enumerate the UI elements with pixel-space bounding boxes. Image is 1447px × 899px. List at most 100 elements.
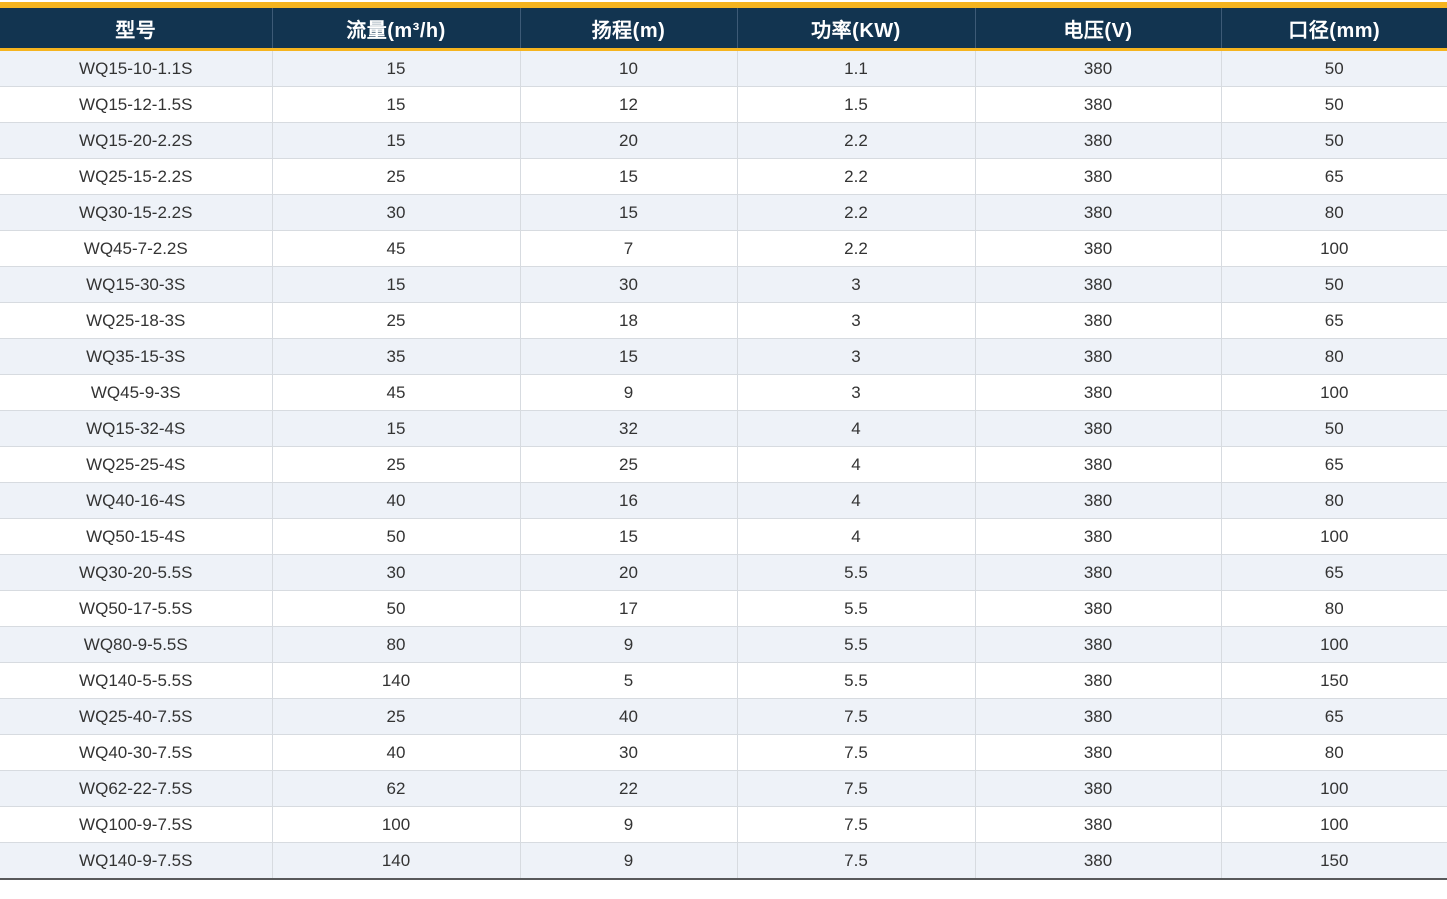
- value-cell: 380: [974, 122, 1221, 159]
- table-row: WQ15-32-4S 15 32 4 380 50: [0, 410, 1447, 447]
- value-cell: 25: [271, 446, 520, 483]
- value-cell: 380: [974, 554, 1221, 591]
- value-cell: 50: [1220, 86, 1447, 123]
- value-cell: 65: [1220, 446, 1447, 483]
- value-cell: 2.2: [736, 230, 975, 267]
- value-cell: 65: [1220, 554, 1447, 591]
- value-cell: 380: [974, 482, 1221, 519]
- table-row: WQ62-22-7.5S 62 22 7.5 380 100: [0, 770, 1447, 807]
- value-cell: 380: [974, 86, 1221, 123]
- model-cell: WQ45-9-3S: [0, 374, 272, 411]
- value-cell: 380: [974, 410, 1221, 447]
- value-cell: 25: [271, 302, 520, 339]
- value-cell: 7: [519, 230, 737, 267]
- value-cell: 50: [271, 518, 520, 555]
- value-cell: 30: [519, 734, 737, 771]
- column-header: 扬程(m): [519, 8, 737, 51]
- value-cell: 15: [271, 410, 520, 447]
- model-cell: WQ62-22-7.5S: [0, 770, 272, 807]
- value-cell: 15: [271, 122, 520, 159]
- value-cell: 2.2: [736, 122, 975, 159]
- value-cell: 380: [974, 158, 1221, 195]
- value-cell: 10: [519, 49, 737, 87]
- value-cell: 9: [519, 374, 737, 411]
- table-row: WQ15-12-1.5S 15 12 1.5 380 50: [0, 86, 1447, 123]
- value-cell: 17: [519, 590, 737, 627]
- value-cell: 50: [271, 590, 520, 627]
- value-cell: 62: [271, 770, 520, 807]
- table-row: WQ30-20-5.5S 30 20 5.5 380 65: [0, 554, 1447, 591]
- value-cell: 15: [271, 86, 520, 123]
- value-cell: 380: [974, 194, 1221, 231]
- model-cell: WQ100-9-7.5S: [0, 806, 272, 843]
- value-cell: 380: [974, 842, 1221, 879]
- value-cell: 50: [1220, 410, 1447, 447]
- value-cell: 7.5: [736, 698, 975, 735]
- value-cell: 1.5: [736, 86, 975, 123]
- value-cell: 45: [271, 374, 520, 411]
- model-cell: WQ15-12-1.5S: [0, 86, 272, 123]
- value-cell: 65: [1220, 698, 1447, 735]
- table-row: WQ45-9-3S 45 9 3 380 100: [0, 374, 1447, 411]
- value-cell: 20: [519, 554, 737, 591]
- model-cell: WQ50-15-4S: [0, 518, 272, 555]
- model-cell: WQ15-30-3S: [0, 266, 272, 303]
- value-cell: 100: [1220, 770, 1447, 807]
- value-cell: 15: [519, 194, 737, 231]
- value-cell: 2.2: [736, 194, 975, 231]
- value-cell: 100: [271, 806, 520, 843]
- value-cell: 5.5: [736, 662, 975, 699]
- model-cell: WQ45-7-2.2S: [0, 230, 272, 267]
- model-cell: WQ25-40-7.5S: [0, 698, 272, 735]
- table-header: 型号 流量(m³/h) 扬程(m) 功率(KW) 电压(V) 口径(mm): [0, 8, 1447, 51]
- value-cell: 380: [974, 302, 1221, 339]
- value-cell: 15: [519, 338, 737, 375]
- table-row: WQ40-16-4S 40 16 4 380 80: [0, 482, 1447, 519]
- value-cell: 5.5: [736, 590, 975, 627]
- model-cell: WQ140-9-7.5S: [0, 842, 272, 879]
- value-cell: 7.5: [736, 842, 975, 879]
- value-cell: 380: [974, 338, 1221, 375]
- column-header: 电压(V): [974, 8, 1221, 51]
- table-row: WQ25-18-3S 25 18 3 380 65: [0, 302, 1447, 339]
- value-cell: 15: [271, 49, 520, 87]
- table-row: WQ100-9-7.5S 100 9 7.5 380 100: [0, 806, 1447, 843]
- value-cell: 16: [519, 482, 737, 519]
- table-row: WQ25-25-4S 25 25 4 380 65: [0, 446, 1447, 483]
- value-cell: 4: [736, 410, 975, 447]
- table-row: WQ35-15-3S 35 15 3 380 80: [0, 338, 1447, 375]
- value-cell: 30: [271, 554, 520, 591]
- value-cell: 5: [519, 662, 737, 699]
- column-header: 口径(mm): [1220, 8, 1447, 51]
- value-cell: 7.5: [736, 734, 975, 771]
- model-cell: WQ15-32-4S: [0, 410, 272, 447]
- value-cell: 380: [974, 49, 1221, 87]
- value-cell: 140: [271, 662, 520, 699]
- column-header: 型号: [0, 8, 272, 51]
- value-cell: 12: [519, 86, 737, 123]
- value-cell: 380: [974, 806, 1221, 843]
- value-cell: 9: [519, 626, 737, 663]
- value-cell: 80: [271, 626, 520, 663]
- table-row: WQ140-5-5.5S 140 5 5.5 380 150: [0, 662, 1447, 699]
- value-cell: 9: [519, 842, 737, 879]
- value-cell: 100: [1220, 806, 1447, 843]
- pump-spec-table-container: 型号 流量(m³/h) 扬程(m) 功率(KW) 电压(V) 口径(mm) WQ15-10…: [0, 2, 1447, 880]
- value-cell: 3: [736, 302, 975, 339]
- value-cell: 20: [519, 122, 737, 159]
- value-cell: 380: [974, 446, 1221, 483]
- table-row: WQ25-40-7.5S 25 40 7.5 380 65: [0, 698, 1447, 735]
- table-row: WQ15-10-1.1S 15 10 1.1 380 50: [0, 49, 1447, 87]
- model-cell: WQ15-20-2.2S: [0, 122, 272, 159]
- table-row: WQ40-30-7.5S 40 30 7.5 380 80: [0, 734, 1447, 771]
- value-cell: 380: [974, 734, 1221, 771]
- table-row: WQ15-30-3S 15 30 3 380 50: [0, 266, 1447, 303]
- value-cell: 4: [736, 518, 975, 555]
- model-cell: WQ15-10-1.1S: [79, 58, 193, 78]
- value-cell: 100: [1220, 230, 1447, 267]
- table-row: WQ45-7-2.2S 45 7 2.2 380 100: [0, 230, 1447, 267]
- value-cell: 25: [519, 446, 737, 483]
- value-cell: 3: [736, 374, 975, 411]
- value-cell: 32: [519, 410, 737, 447]
- value-cell: 100: [1220, 518, 1447, 555]
